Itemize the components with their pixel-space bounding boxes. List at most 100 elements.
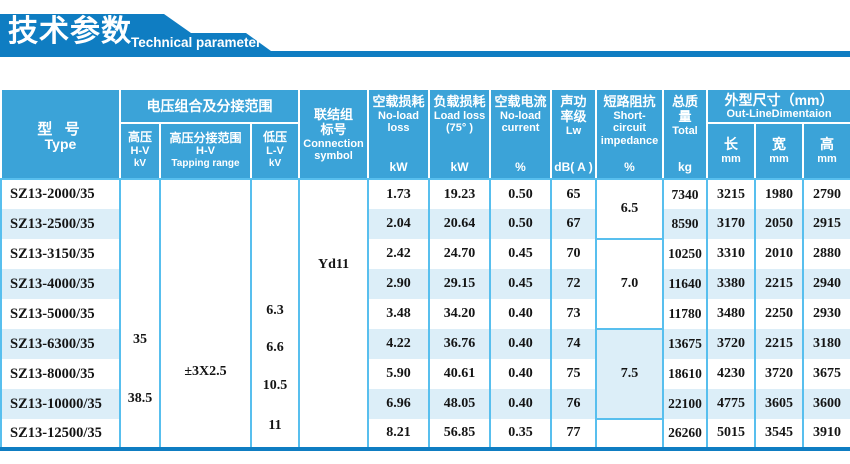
no-load-loss-cn: 空载损耗 [372, 94, 425, 109]
table-row: SZ13-4000/35 2.90 29.15 0.45 72 11640 33… [0, 269, 850, 299]
load-loss-cell: 34.20 [428, 299, 492, 329]
no-load-current-cn: 空载电流 [494, 94, 547, 109]
height-cell: 3675 [802, 359, 850, 389]
lv-unit: kV [268, 158, 282, 170]
load-loss-cell: 24.70 [428, 239, 492, 269]
impedance-cell-7-5: 7.5 [595, 329, 665, 420]
impedance-unit: % [624, 160, 635, 174]
length-cell: 3480 [706, 299, 757, 329]
length-cell: 4230 [706, 359, 757, 389]
length-cell: 3380 [706, 269, 757, 299]
connection-merged-cell: Yd11 [298, 179, 370, 449]
col-header-sound-level: 声功 率级 Lw dB( A ) [550, 88, 598, 180]
dimensions-en: Out-LineDimentaion [726, 107, 832, 120]
group-header-voltage: 电压组合及分接范围 [118, 88, 301, 124]
current-cell: 0.50 [489, 179, 553, 209]
length-cn: 长 [724, 135, 739, 152]
current-cell: 0.40 [489, 389, 553, 419]
width-cell: 3545 [754, 419, 805, 449]
length-cell: 3310 [706, 239, 757, 269]
impedance-en1: Short- [613, 109, 646, 122]
width-cell: 2010 [754, 239, 805, 269]
length-unit: mm [721, 153, 741, 166]
height-cell: 2790 [802, 179, 850, 209]
total-cell: 7340 [662, 179, 709, 209]
lw-cell: 72 [550, 269, 598, 299]
no-load-loss-cell: 5.90 [367, 359, 431, 389]
lv-merged-cell: 6.3 6.6 10.5 11 [249, 179, 301, 449]
no-load-loss-cell: 2.90 [367, 269, 431, 299]
height-cell: 3600 [802, 389, 850, 419]
technical-parameter-table: 型 号 Type 电压组合及分接范围 联结组 标号 Connection sym… [0, 88, 850, 451]
length-cell: 3215 [706, 179, 757, 209]
no-load-loss-cell: 8.21 [367, 419, 431, 449]
total-unit: kg [678, 160, 693, 174]
height-cell: 2915 [802, 209, 850, 239]
lv-value-10-5: 10.5 [262, 377, 288, 393]
type-cell: SZ13-2000/35 [0, 179, 121, 209]
group-header-dimensions: 外型尺寸（mm） Out-LineDimentaion [706, 88, 850, 124]
table-row: SZ13-5000/35 3.48 34.20 0.40 73 11780 34… [0, 299, 850, 329]
col-header-length: 长 mm [706, 122, 757, 180]
width-cell: 1980 [754, 179, 805, 209]
type-cell: SZ13-4000/35 [0, 269, 121, 299]
height-cn: 高 [820, 135, 835, 152]
lw-cell: 76 [550, 389, 598, 419]
col-header-total-weight: 总质 量 Total kg [662, 88, 709, 180]
impedance-cell-empty [595, 419, 665, 449]
load-loss-cell: 40.61 [428, 359, 492, 389]
table-row: SZ13-2000/35 35 38.5 ±3X2.5 6.3 6.6 [0, 179, 850, 449]
hv-cn: 高压 [127, 129, 152, 144]
load-loss-cell: 20.64 [428, 209, 492, 239]
sound-en: Lw [565, 124, 582, 137]
impedance-en2: circuit [613, 122, 647, 135]
col-header-width: 宽 mm [754, 122, 805, 180]
impedance-cell-6-5: 6.5 [595, 179, 665, 240]
no-load-current-en2: current [501, 122, 540, 135]
load-loss-cell: 36.76 [428, 329, 492, 359]
banner-title-cn: 技术参数 [8, 15, 132, 48]
no-load-current-en1: No-load [500, 109, 541, 122]
sound-unit: dB( A ) [554, 160, 593, 174]
total-cell: 8590 [662, 209, 709, 239]
no-load-loss-unit: kW [389, 160, 408, 174]
col-header-height: 高 mm [802, 122, 850, 180]
sound-cn1: 声功 [560, 94, 587, 109]
total-cell: 18610 [662, 359, 709, 389]
col-header-type: 型 号 Type [0, 88, 121, 180]
lv-cn: 低压 [263, 129, 288, 144]
total-cell: 10250 [662, 239, 709, 269]
type-cell: SZ13-10000/35 [0, 389, 121, 419]
current-cell: 0.40 [489, 329, 553, 359]
no-load-loss-cell: 2.04 [367, 209, 431, 239]
total-cell: 26260 [662, 419, 709, 449]
no-load-loss-en2: loss [387, 122, 410, 135]
lw-cell: 67 [550, 209, 598, 239]
height-cell: 3910 [802, 419, 850, 449]
connection-en2: symbol [314, 150, 353, 163]
total-cn2: 量 [678, 108, 692, 124]
width-unit: mm [769, 153, 789, 166]
col-header-lv: 低压 L-V kV [249, 122, 301, 180]
current-cell: 0.45 [489, 269, 553, 299]
col-header-hv: 高压 H-V kV [119, 122, 161, 180]
current-cell: 0.50 [489, 209, 553, 239]
tapping-cn: 高压分接范围 [169, 130, 242, 145]
sound-cn2: 率级 [560, 108, 587, 124]
type-cell: SZ13-6300/35 [0, 329, 121, 359]
type-cell: SZ13-8000/35 [0, 359, 121, 389]
impedance-cn: 短路阻抗 [603, 94, 656, 109]
col-header-no-load-loss: 空载损耗 No-load loss kW [367, 88, 431, 180]
lv-value-6-3: 6.3 [266, 302, 284, 318]
width-cell: 3605 [754, 389, 805, 419]
hv-value-35: 35 [133, 332, 147, 348]
width-cell: 2250 [754, 299, 805, 329]
width-cell: 2215 [754, 269, 805, 299]
table-row: SZ13-3150/35 2.42 24.70 0.45 70 7.0 1025… [0, 239, 850, 330]
col-header-type-en: Type [44, 135, 77, 152]
no-load-loss-en1: No-load [378, 109, 419, 122]
no-load-current-unit: % [515, 160, 526, 174]
banner-ribbon-shape [0, 14, 850, 57]
current-cell: 0.40 [489, 359, 553, 389]
length-cell: 3170 [706, 209, 757, 239]
